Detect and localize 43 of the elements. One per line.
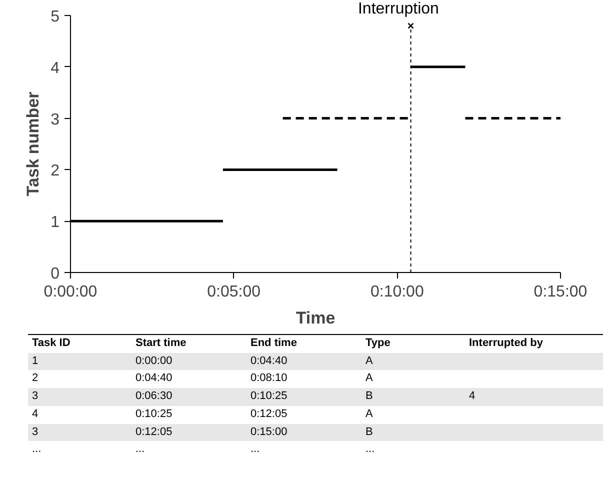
- y-axis-title: Task number: [24, 91, 43, 196]
- text: 0:04:40: [250, 354, 288, 369]
- text: ...: [364, 442, 376, 458]
- text: End time: [250, 336, 298, 351]
- text: Type: [364, 336, 392, 351]
- text: ...: [134, 442, 146, 458]
- text: 0:12:05: [250, 406, 288, 422]
- text: 1: [31, 354, 40, 369]
- x-tick-label: 0:05:00: [207, 284, 261, 300]
- y-tick-label: 1: [50, 214, 60, 232]
- y-tick-label: 3: [50, 111, 60, 128]
- text: 0:15:00: [250, 424, 288, 440]
- text: Task ID: [31, 336, 72, 351]
- text: A: [364, 371, 374, 386]
- ref-line-label: Interruption: [358, 0, 439, 18]
- text: 3: [31, 389, 40, 404]
- text: ...: [250, 442, 261, 458]
- text: 0:04:40: [134, 371, 174, 386]
- x-tick-label: 0:00:00: [44, 284, 98, 300]
- text: 0:10:25: [134, 406, 174, 422]
- x-tick-label: 0:10:00: [370, 284, 424, 300]
- x-tick-label: 0:15:00: [534, 284, 588, 300]
- text: 4: [31, 406, 40, 422]
- text: 2: [31, 371, 40, 386]
- text: B: [364, 389, 374, 404]
- y-tick-label: 2: [50, 162, 60, 180]
- y-tick-label: 5: [50, 8, 60, 26]
- text: 0:00:00: [134, 354, 174, 369]
- text: A: [364, 354, 374, 369]
- y-tick-label: 0: [50, 266, 60, 282]
- x-axis-title: Time: [296, 308, 336, 328]
- text: 0:10:25: [250, 389, 288, 404]
- text: 4: [468, 389, 476, 404]
- text: B: [364, 424, 374, 440]
- y-tick-label: 4: [50, 60, 60, 77]
- text: 0:08:10: [250, 371, 288, 386]
- text: 0:12:05: [134, 424, 174, 440]
- text: 0:06:30: [134, 389, 174, 404]
- text: ...: [31, 442, 42, 458]
- text: Start time: [134, 336, 188, 351]
- text: Interrupted by: [468, 336, 544, 351]
- text: A: [364, 406, 374, 422]
- text: 3: [31, 424, 40, 440]
